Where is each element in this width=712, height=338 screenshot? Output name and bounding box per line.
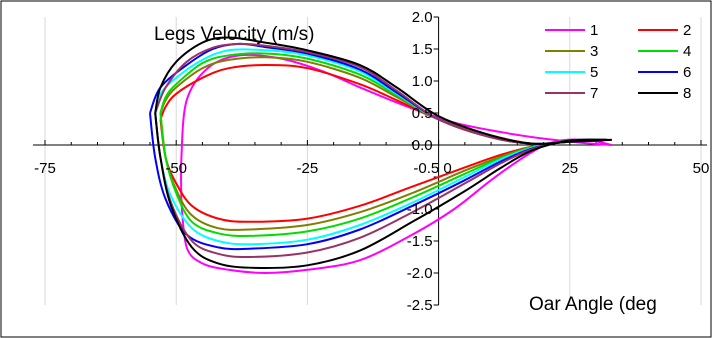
y-tick-label: -1.5 [407, 233, 433, 250]
x-tick-label: -75 [34, 160, 56, 177]
legend-label: 1 [590, 22, 598, 39]
y-tick-label: 2.0 [412, 9, 433, 26]
legend-label: 2 [683, 22, 691, 39]
y-tick-label: 0.0 [412, 137, 433, 154]
y-axis-title: Legs Velocity (m/s) [154, 24, 315, 45]
labels-layer: Legs Velocity (m/s) Oar Angle (deg -75 -5… [34, 9, 709, 315]
x-axis-title: Oar Angle (deg [529, 294, 657, 315]
x-tick-label: -50 [165, 160, 187, 177]
legend-label: 3 [590, 43, 598, 60]
x-tick-label: -0.5 0 [413, 160, 451, 177]
y-tick-label: 0.5 [412, 105, 433, 122]
series-1-recovery-line [180, 53, 612, 203]
x-tick-label: 50 [693, 160, 710, 177]
y-tick-label: -2.5 [407, 297, 433, 314]
legend-label: 6 [683, 64, 691, 81]
series-8-drive-line [154, 112, 612, 270]
legend-item-7: 7 [545, 85, 598, 102]
legend-item-1: 1 [545, 22, 598, 39]
legend-item-5: 5 [545, 64, 598, 81]
legend-item-2: 2 [638, 22, 691, 39]
y-tick-label: -1.0 [407, 201, 433, 218]
series-layer [149, 36, 613, 275]
legend-item-8: 8 [638, 85, 691, 102]
series-8-recovery-line [154, 36, 612, 145]
legend-item-6: 6 [638, 64, 691, 81]
legend-label: 7 [590, 85, 598, 102]
x-tick-label: -25 [297, 160, 319, 177]
series-8 [154, 36, 612, 270]
y-tick-label: 1.0 [412, 73, 433, 90]
legend-item-3: 3 [545, 43, 598, 60]
legend-label: 8 [683, 85, 691, 102]
x-tick-label: 25 [561, 160, 578, 177]
legend-label: 5 [590, 64, 598, 81]
y-tick-label: -2.0 [407, 265, 433, 282]
legend-item-4: 4 [638, 43, 691, 60]
legend: 1 2 3 4 5 6 7 8 [545, 22, 691, 102]
legend-label: 4 [683, 43, 691, 60]
y-tick-label: 1.5 [412, 41, 433, 58]
series-7-drive-line [154, 112, 607, 259]
